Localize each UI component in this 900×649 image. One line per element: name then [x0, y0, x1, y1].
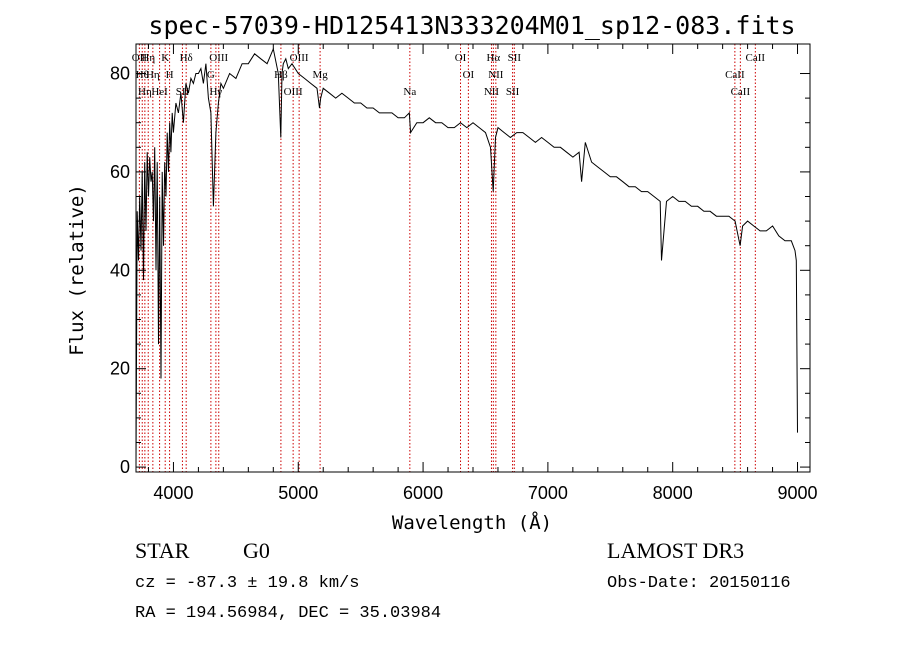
- plot-frame: [135, 43, 811, 473]
- x-axis-ticks: 4000 5000 6000 7000 8000 9000: [147, 44, 818, 503]
- line-label-h: H: [166, 69, 174, 81]
- survey-name: LAMOST DR3: [607, 538, 745, 563]
- x-tick-label: 9000: [777, 483, 817, 503]
- x-tick-label: 8000: [653, 483, 693, 503]
- line-label-hη: Hη: [141, 52, 155, 64]
- chart-title: spec-57039-HD125413N333204M01_sp12-083.f…: [148, 11, 795, 40]
- y-axis-label: Flux (relative): [66, 184, 88, 356]
- object-subclass: G0: [243, 538, 270, 563]
- x-tick-label: 5000: [278, 483, 318, 503]
- coordinates: RA = 194.56984, DEC = 35.03984: [135, 604, 442, 623]
- line-label-hη: Hη: [138, 86, 152, 98]
- line-label-caii: CaII: [746, 52, 766, 64]
- x-tick-label: 7000: [528, 483, 568, 503]
- spectral-line-markers: [138, 44, 756, 472]
- line-label-oi: OI: [455, 52, 467, 64]
- line-label-hei: HeI: [151, 86, 168, 98]
- line-label-hα: Hα: [486, 52, 500, 64]
- y-tick-label: 0: [120, 457, 130, 477]
- line-label-hη: Hη: [146, 69, 160, 81]
- observation-date: Obs-Date: 20150116: [607, 574, 791, 593]
- flux-series-line: [135, 47, 798, 468]
- spectral-line-labels: OIIHθHηHηHηHeIKHSIIHδGHγOIIIHβOIIIOIIIMg…: [132, 52, 766, 98]
- line-label-k: K: [161, 52, 169, 64]
- line-label-sii: SII: [508, 52, 522, 64]
- line-label-caii: CaII: [725, 69, 745, 81]
- line-label-na: Na: [403, 86, 416, 98]
- y-tick-label: 40: [110, 260, 130, 280]
- line-label-hβ: Hβ: [274, 69, 288, 81]
- x-tick-label: 6000: [403, 483, 443, 503]
- line-label-hθ: Hθ: [136, 69, 149, 81]
- y-axis-ticks: 0 20 40 60 80: [110, 64, 810, 477]
- object-class: STAR: [135, 538, 190, 563]
- line-label-mg: Mg: [312, 69, 328, 81]
- line-label-oiii: OIII: [290, 52, 309, 64]
- x-tick-label: 4000: [153, 483, 193, 503]
- line-label-nii: NII: [488, 69, 504, 81]
- y-tick-label: 80: [110, 64, 130, 84]
- line-label-sii: SII: [506, 86, 520, 98]
- line-label-oiii: OIII: [284, 86, 303, 98]
- y-tick-label: 20: [110, 359, 130, 379]
- line-label-hδ: Hδ: [180, 52, 193, 64]
- line-label-oiii: OIII: [209, 52, 228, 64]
- redshift-cz: cz = -87.3 ± 19.8 km/s: [135, 574, 360, 593]
- x-axis-label: Wavelength (Å): [392, 511, 552, 534]
- line-label-caii: CaII: [731, 86, 751, 98]
- line-label-g: G: [207, 69, 215, 81]
- line-label-oi: OI: [463, 69, 475, 81]
- y-tick-label: 60: [110, 162, 130, 182]
- line-label-nii: NII: [484, 86, 500, 98]
